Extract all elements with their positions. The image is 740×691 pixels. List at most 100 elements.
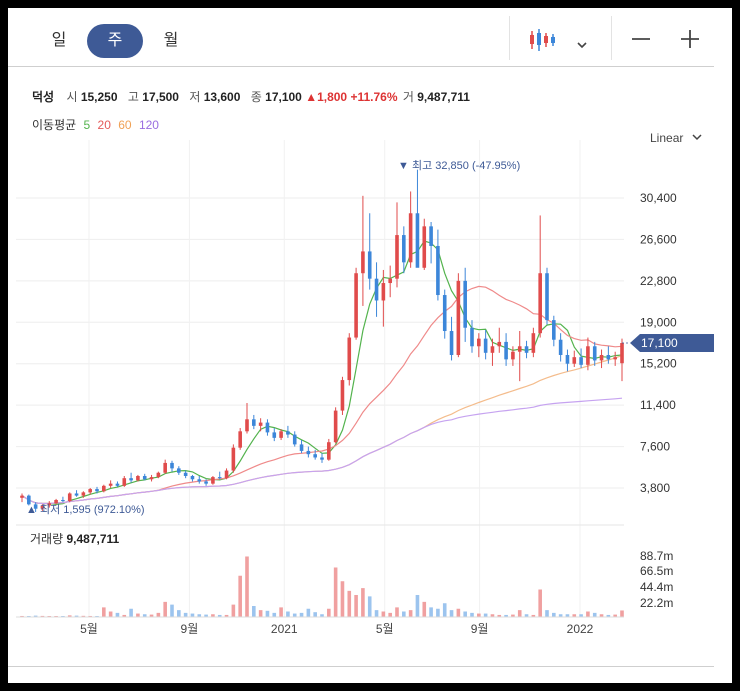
chevron-down-icon[interactable] (576, 31, 588, 55)
x-tick-label: 2022 (567, 622, 594, 636)
scale-toggle[interactable]: Linear (650, 131, 703, 145)
tab-week[interactable]: 주 (87, 24, 143, 58)
candlestick-icon[interactable] (528, 28, 556, 57)
candle-body (149, 477, 154, 480)
candle-body (245, 419, 249, 432)
volume-bar (299, 612, 304, 617)
candle-body (327, 442, 331, 460)
candle (483, 329, 488, 360)
candle-body (306, 450, 311, 455)
candle (606, 346, 611, 364)
volume-bar (197, 614, 202, 617)
max-annotation: ▼ 최고 32,850 (-47.95%) (398, 159, 520, 172)
chevron-down-icon (692, 134, 702, 141)
candle-body (333, 410, 338, 443)
candle-body (33, 504, 38, 509)
volume-bar (511, 614, 515, 617)
y-tick-label: 30,400 (640, 191, 677, 205)
y-tick-label: 11,400 (640, 398, 676, 412)
candle (408, 191, 413, 268)
candle-body (374, 278, 379, 301)
candle (306, 446, 311, 458)
min-annotation: ▲ 최저 1,595 (972.10%) (26, 503, 145, 516)
volume-bar (538, 589, 542, 617)
volume-panel-value: 9,487,711 (66, 532, 120, 546)
candle-body (156, 472, 161, 478)
ma-60-label: 60 (118, 118, 132, 132)
candle (54, 498, 58, 505)
volume-bar (163, 601, 167, 617)
volume-bar (470, 612, 474, 617)
candle-body (367, 251, 372, 279)
candle (122, 476, 127, 487)
candle-body (142, 476, 147, 480)
y-tick-label: 3,800 (640, 481, 670, 495)
candle-body (190, 476, 195, 480)
volume-bar (217, 614, 222, 617)
volume-bar (545, 610, 549, 617)
scale-toggle-label: Linear (650, 131, 684, 145)
candle (115, 481, 120, 487)
tab-month[interactable]: 월 (163, 32, 179, 49)
candle-body (579, 357, 583, 365)
volume-bar (115, 612, 120, 617)
y-tick-label: 22,800 (640, 274, 677, 288)
volume-bar (340, 581, 345, 617)
tab-day[interactable]: 일 (51, 32, 67, 49)
ma-120-label: 120 (138, 118, 159, 132)
ma-legend[interactable]: 이동평균 5 20 60 120 (32, 116, 163, 133)
candle-body (258, 422, 263, 426)
change-arrow: ▲ (305, 90, 318, 104)
volume-bar (327, 608, 331, 617)
candle (313, 449, 317, 460)
volume-bar (129, 608, 133, 617)
candle-body (361, 251, 365, 274)
x-tick-label: 9월 (471, 622, 489, 636)
candle (613, 351, 617, 366)
volume-bar (279, 607, 283, 617)
volume-bar (74, 615, 79, 617)
candle-body (292, 434, 297, 445)
zoom-out-button[interactable] (630, 28, 652, 55)
volume-bar (224, 614, 229, 617)
candle-body (20, 495, 24, 498)
low-value: 13,600 (203, 90, 241, 104)
volume-bar (108, 611, 113, 617)
candle-body (47, 503, 52, 506)
volume-tick-label: 44.4m (640, 580, 673, 594)
candle-body (27, 495, 31, 505)
candle-body (477, 338, 481, 347)
volume-label: 거 (402, 90, 414, 104)
candle-body (422, 226, 427, 268)
candle (517, 331, 522, 382)
volume-bar (231, 604, 236, 617)
candle-body (408, 213, 413, 263)
volume-bar (177, 610, 181, 617)
volume-bar (67, 615, 72, 617)
volume-bar (33, 615, 38, 617)
volume-bar (136, 613, 140, 617)
candle-body (565, 354, 570, 364)
close-value: 17,100 (265, 90, 302, 104)
candle (327, 438, 331, 461)
x-tick-label: 5월 (80, 622, 98, 636)
open-value: 15,250 (80, 90, 118, 104)
volume-bar (170, 604, 174, 617)
candle (204, 479, 208, 486)
toolbar-divider (509, 16, 510, 60)
candle (442, 289, 447, 339)
ma-120-line (21, 397, 623, 505)
volume-bar (483, 613, 488, 617)
candle-body (538, 273, 542, 334)
candle-body (463, 280, 467, 328)
volume-tick-label: 66.5m (640, 564, 673, 578)
candle-body (524, 346, 529, 353)
candle (67, 492, 72, 503)
candle (108, 480, 113, 488)
volume-bar (524, 614, 529, 617)
volume-bar (558, 614, 563, 617)
zoom-in-button[interactable] (679, 28, 701, 55)
volume-bar (313, 612, 317, 617)
volume-tick-label: 22.2m (640, 596, 673, 610)
